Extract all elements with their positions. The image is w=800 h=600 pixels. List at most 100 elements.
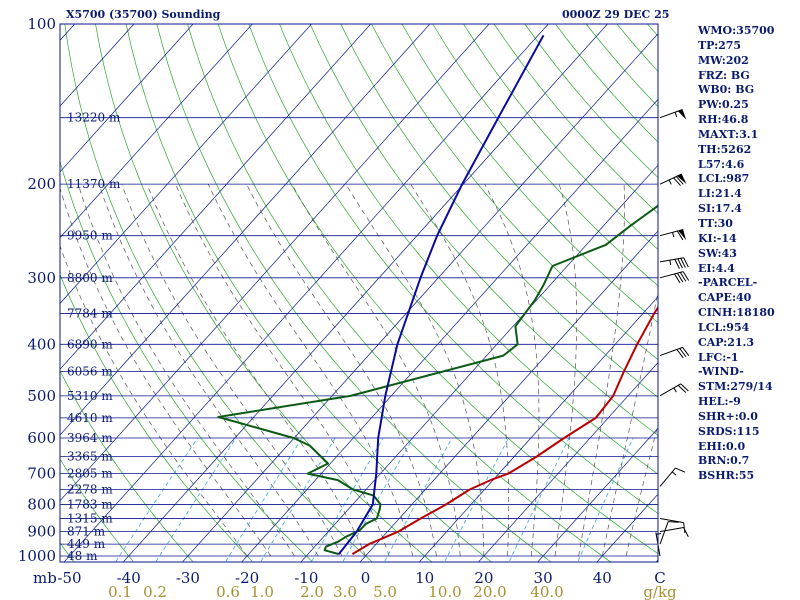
mixing-ratio-line bbox=[342, 437, 414, 562]
index-line: EHI:0.0 bbox=[698, 439, 746, 453]
wind-barb-feather bbox=[674, 273, 681, 284]
isotherm-line bbox=[418, 296, 658, 562]
index-line: LCL:954 bbox=[698, 320, 750, 334]
pressure-tick-label: 500 bbox=[27, 387, 56, 405]
pressure-tick-label: 400 bbox=[27, 335, 56, 353]
mixing-ratio-line bbox=[383, 437, 453, 562]
pressure-tick-label: 700 bbox=[27, 465, 56, 483]
wind-barb-feather bbox=[683, 527, 689, 538]
index-line: BRN:0.7 bbox=[698, 454, 750, 468]
wind-barb-feather bbox=[682, 271, 690, 281]
mixing-ratio-tick-label: 2.0 bbox=[300, 583, 324, 600]
index-line: WMO:35700 bbox=[698, 24, 775, 37]
temperature-tick-label: C bbox=[654, 569, 665, 587]
wind-barb-shaft bbox=[659, 229, 684, 237]
indices-panel: WMO:35700 TP:275 MW:202 FRZ: BG WB0: BG PW:0.… bbox=[698, 24, 798, 484]
wind-barb-feather bbox=[683, 257, 689, 268]
mixing-ratio-line bbox=[260, 437, 336, 562]
moist-adiabat bbox=[98, 183, 319, 557]
isotherm-line bbox=[60, 24, 372, 370]
index-line: L57:4.6 bbox=[698, 157, 745, 171]
wind-barb-feather bbox=[679, 272, 687, 282]
dry-adiabat bbox=[125, 24, 493, 562]
wind-barb-half-feather bbox=[672, 232, 675, 238]
index-line: LCL:987 bbox=[698, 172, 750, 186]
pressure-unit-label: mb bbox=[33, 569, 57, 587]
pressure-tick-label: 200 bbox=[27, 175, 56, 193]
mixing-ratio-line bbox=[577, 437, 634, 562]
index-line: MAXT:3.1 bbox=[698, 127, 759, 141]
wind-barb-shaft bbox=[659, 109, 683, 119]
mixing-ratio-tick-label: 0.2 bbox=[143, 583, 167, 600]
isotherm-line bbox=[300, 164, 658, 562]
moist-adiabat bbox=[554, 184, 578, 557]
wind-barb-half-feather bbox=[674, 112, 678, 118]
pressure-tick-label: 1000 bbox=[18, 547, 56, 565]
index-line: MW:202 bbox=[698, 53, 749, 67]
wind-barb-shaft bbox=[659, 346, 683, 357]
mixing-ratio-lines bbox=[114, 437, 634, 562]
index-line: -PARCEL- bbox=[698, 276, 758, 290]
isotherm-line bbox=[60, 24, 253, 239]
isotherm-line bbox=[60, 24, 312, 304]
valid-time: 0000Z 29 DEC 25 bbox=[562, 8, 670, 21]
dry-adiabat bbox=[95, 24, 433, 562]
pressure-tick-label: 100 bbox=[27, 15, 56, 33]
station-title: X5700 (35700) Sounding bbox=[66, 8, 221, 21]
mixing-ratio-line bbox=[155, 437, 237, 562]
index-line: TH:5262 bbox=[698, 142, 752, 156]
wind-barb-feather bbox=[677, 258, 683, 269]
isotherm-line bbox=[359, 230, 658, 562]
isobars bbox=[60, 117, 658, 557]
temperature-tick-label: -30 bbox=[176, 569, 200, 587]
height-labels: 13220 m 11370 m 9950 m 8800 m 7784 m 6890 m 60… bbox=[67, 111, 121, 563]
height-label: 6890 m bbox=[67, 337, 113, 351]
wind-barb-feather bbox=[673, 177, 681, 186]
wind-barb-feather bbox=[668, 521, 679, 523]
wind-barb-flag bbox=[677, 109, 687, 120]
temperature-tick-label: -50 bbox=[57, 569, 81, 587]
mixing-ratio-tick-label: g/kg bbox=[643, 583, 677, 600]
index-line: TT:30 bbox=[698, 216, 733, 230]
parcel-profile bbox=[338, 34, 545, 555]
temperature-tick-label: 0 bbox=[361, 569, 371, 587]
temperature-tick-label: -20 bbox=[235, 569, 259, 587]
pressure-tick-label: 600 bbox=[27, 429, 56, 447]
isotherm-line bbox=[60, 24, 135, 107]
moist-adiabat bbox=[484, 183, 540, 557]
wind-barb-feather bbox=[675, 467, 686, 473]
index-line: CINH:18180 bbox=[698, 306, 775, 320]
wind-barb-feather bbox=[682, 347, 690, 357]
wind-barb-feather bbox=[676, 349, 684, 359]
moist-adiabat bbox=[121, 183, 343, 557]
wind-barb-feather bbox=[676, 272, 684, 283]
wind-barb-shaft bbox=[659, 271, 684, 279]
mixing-ratio-tick-label: 0.6 bbox=[216, 583, 240, 600]
height-label: 2278 m bbox=[67, 483, 113, 497]
index-line: SI:17.4 bbox=[698, 202, 742, 216]
wind-barb-half-feather bbox=[671, 471, 677, 476]
moist-adiabats bbox=[60, 183, 658, 557]
index-line: WB0: BG bbox=[698, 83, 755, 97]
index-line: SRDS:115 bbox=[698, 424, 760, 438]
index-line: STM:279/14 bbox=[698, 380, 773, 394]
isotherm-line bbox=[60, 24, 490, 502]
mixing-ratio-tick-label: 3.0 bbox=[333, 583, 357, 600]
mixing-ratio-tick-label: 0.1 bbox=[108, 583, 132, 600]
index-line: TP:275 bbox=[698, 38, 742, 52]
dry-adiabat bbox=[156, 24, 552, 562]
index-line: PW:0.25 bbox=[698, 98, 749, 112]
temperature-tick-label: 30 bbox=[534, 569, 553, 587]
mixing-ratio-tick-label: 1.0 bbox=[250, 583, 274, 600]
dry-adiabat bbox=[60, 370, 194, 562]
index-line: CAP:21.3 bbox=[698, 335, 755, 349]
wind-barb-feather bbox=[680, 258, 686, 268]
index-line: HEL:-9 bbox=[698, 395, 741, 409]
mixing-ratio-tick-label: 5.0 bbox=[373, 583, 397, 600]
wind-barb-feather bbox=[675, 176, 684, 185]
mixing-ratio-tick-label: 20.0 bbox=[473, 583, 506, 600]
moist-adiabat bbox=[207, 183, 414, 557]
index-line: SW:43 bbox=[698, 246, 737, 260]
height-label: 4610 m bbox=[67, 411, 113, 425]
